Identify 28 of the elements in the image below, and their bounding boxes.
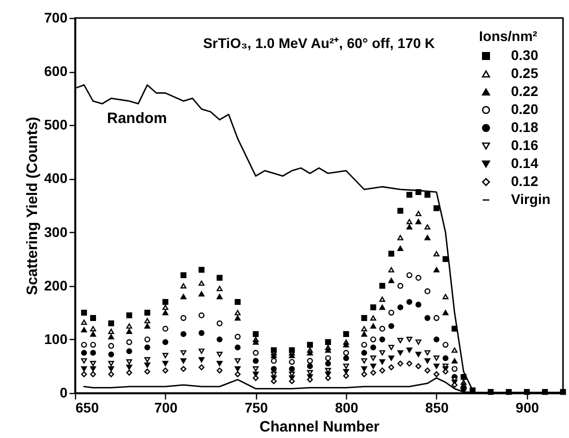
legend-label: 0.16 xyxy=(511,137,538,153)
y-tick-label: 300 xyxy=(44,224,68,240)
legend-label: 0.18 xyxy=(511,119,538,135)
legend-title: Ions/nm² xyxy=(479,28,538,44)
x-tick-label: 900 xyxy=(516,400,540,416)
y-axis-title: Scattering Yield (Counts) xyxy=(24,116,42,296)
legend-label: 0.25 xyxy=(511,65,538,81)
legend-label: Virgin xyxy=(511,191,550,207)
text: SrTiO₃, 1.0 MeV Au²⁺, 60° off, 170 K xyxy=(203,35,435,51)
x-tick-label: 650 xyxy=(76,400,100,416)
y-tick-label: 0 xyxy=(60,384,68,400)
legend-label: 0.20 xyxy=(511,101,538,117)
legend-label: 0.30 xyxy=(511,47,538,63)
legend-label: 0.12 xyxy=(511,173,538,189)
legend-label: 0.14 xyxy=(511,155,538,171)
x-tick-label: 750 xyxy=(244,400,268,416)
x-tick-label: 800 xyxy=(334,400,359,416)
y-tick-label: 100 xyxy=(44,330,68,347)
x-axis-title: Channel Number xyxy=(259,418,380,436)
x-tick-label: 850 xyxy=(425,400,449,416)
y-tick-label: 600 xyxy=(44,63,68,80)
annotation: Random xyxy=(107,110,167,127)
y-tick-label: 200 xyxy=(44,277,68,294)
y-tick-label: 400 xyxy=(44,170,68,186)
y-tick-label: 500 xyxy=(44,116,68,133)
y-tick-label: 700 xyxy=(44,10,68,26)
x-tick-label: 700 xyxy=(154,400,178,416)
legend-label: 0.22 xyxy=(511,83,538,99)
